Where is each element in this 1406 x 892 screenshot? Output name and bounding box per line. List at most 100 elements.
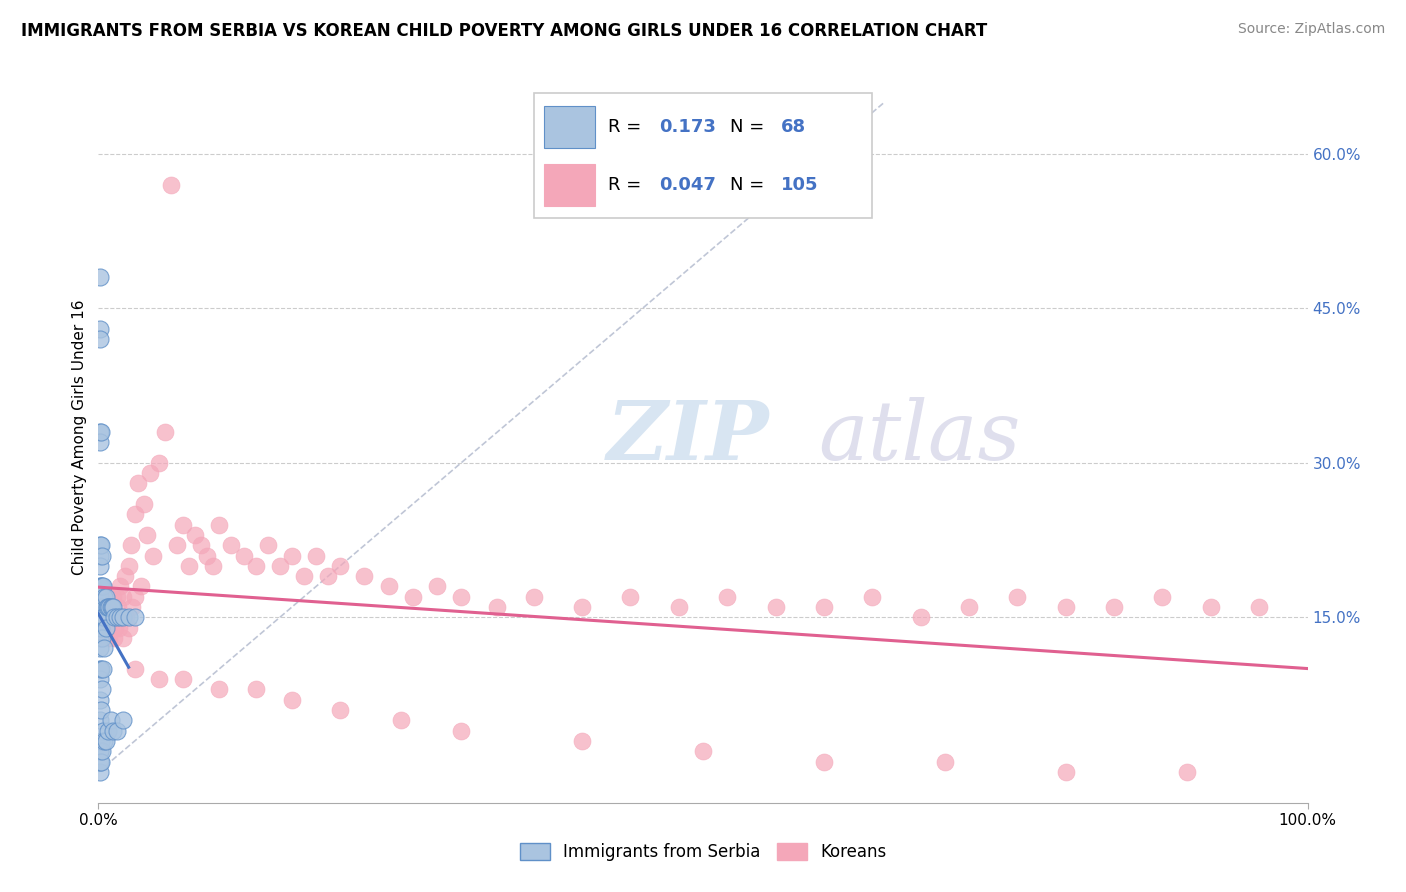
Point	[1102, 600, 1125, 615]
Point	[124, 590, 146, 604]
Point	[89, 610, 111, 624]
Point	[89, 744, 111, 758]
Point	[90, 662, 112, 676]
Point	[139, 466, 162, 480]
Point	[94, 590, 117, 604]
Point	[377, 579, 399, 593]
Point	[1175, 764, 1198, 779]
Point	[101, 590, 124, 604]
Point	[89, 631, 111, 645]
Point	[91, 662, 114, 676]
Point	[716, 590, 738, 604]
Point	[571, 600, 593, 615]
Point	[1249, 600, 1271, 615]
Point	[208, 517, 231, 532]
Point	[100, 714, 122, 728]
Point	[450, 723, 472, 738]
Point	[91, 723, 114, 738]
Point	[765, 600, 787, 615]
Point	[90, 425, 112, 439]
Point	[245, 682, 267, 697]
Point	[100, 600, 122, 615]
Point	[90, 621, 112, 635]
Point	[89, 764, 111, 779]
Point	[91, 610, 114, 624]
Legend: Immigrants from Serbia, Koreans: Immigrants from Serbia, Koreans	[513, 836, 893, 868]
Point	[89, 425, 111, 439]
Point	[269, 558, 291, 573]
Point	[450, 590, 472, 604]
Point	[91, 579, 114, 593]
Point	[208, 682, 231, 697]
Point	[89, 549, 111, 563]
Point	[153, 425, 176, 439]
Point	[172, 517, 194, 532]
Point	[89, 621, 111, 635]
Point	[292, 569, 315, 583]
Point	[105, 610, 128, 624]
Point	[118, 610, 141, 624]
Point	[1054, 600, 1077, 615]
Point	[89, 693, 111, 707]
Point	[134, 497, 156, 511]
Text: Source: ZipAtlas.com: Source: ZipAtlas.com	[1237, 22, 1385, 37]
Point	[256, 538, 278, 552]
Point	[100, 621, 122, 635]
Point	[124, 610, 146, 624]
Point	[107, 600, 129, 615]
Point	[89, 610, 111, 624]
Point	[100, 600, 122, 615]
Point	[89, 332, 111, 346]
Point	[94, 621, 117, 635]
Point	[179, 558, 201, 573]
Point	[91, 579, 114, 593]
Point	[120, 538, 142, 552]
Point	[89, 744, 111, 758]
Text: atlas: atlas	[818, 397, 1021, 477]
Point	[94, 734, 117, 748]
Point	[104, 621, 127, 635]
Point	[957, 600, 980, 615]
Point	[91, 549, 114, 563]
Point	[90, 621, 112, 635]
Point	[89, 621, 111, 635]
Point	[94, 600, 117, 615]
Point	[105, 723, 128, 738]
Point	[934, 755, 956, 769]
Point	[89, 322, 111, 336]
Point	[89, 590, 111, 604]
Point	[91, 631, 114, 645]
Point	[426, 579, 449, 593]
Point	[93, 610, 115, 624]
Point	[94, 621, 117, 635]
Point	[96, 610, 118, 624]
Point	[389, 714, 412, 728]
Point	[89, 579, 111, 593]
Point	[89, 558, 111, 573]
Point	[91, 682, 114, 697]
Point	[89, 270, 111, 285]
Point	[148, 672, 170, 686]
Point	[129, 579, 152, 593]
Point	[160, 178, 183, 192]
Point	[90, 734, 112, 748]
Point	[93, 590, 115, 604]
Point	[89, 538, 111, 552]
Point	[135, 528, 157, 542]
Point	[111, 714, 134, 728]
Point	[124, 662, 146, 676]
Point	[166, 538, 188, 552]
Point	[281, 549, 304, 563]
Y-axis label: Child Poverty Among Girls Under 16: Child Poverty Among Girls Under 16	[72, 300, 87, 574]
Point	[97, 723, 120, 738]
Point	[89, 714, 111, 728]
Point	[96, 600, 118, 615]
Point	[115, 610, 138, 624]
Point	[101, 723, 124, 738]
Point	[329, 558, 352, 573]
Point	[127, 476, 149, 491]
Point	[619, 590, 641, 604]
Point	[103, 631, 125, 645]
Point	[108, 579, 131, 593]
Point	[1199, 600, 1222, 615]
